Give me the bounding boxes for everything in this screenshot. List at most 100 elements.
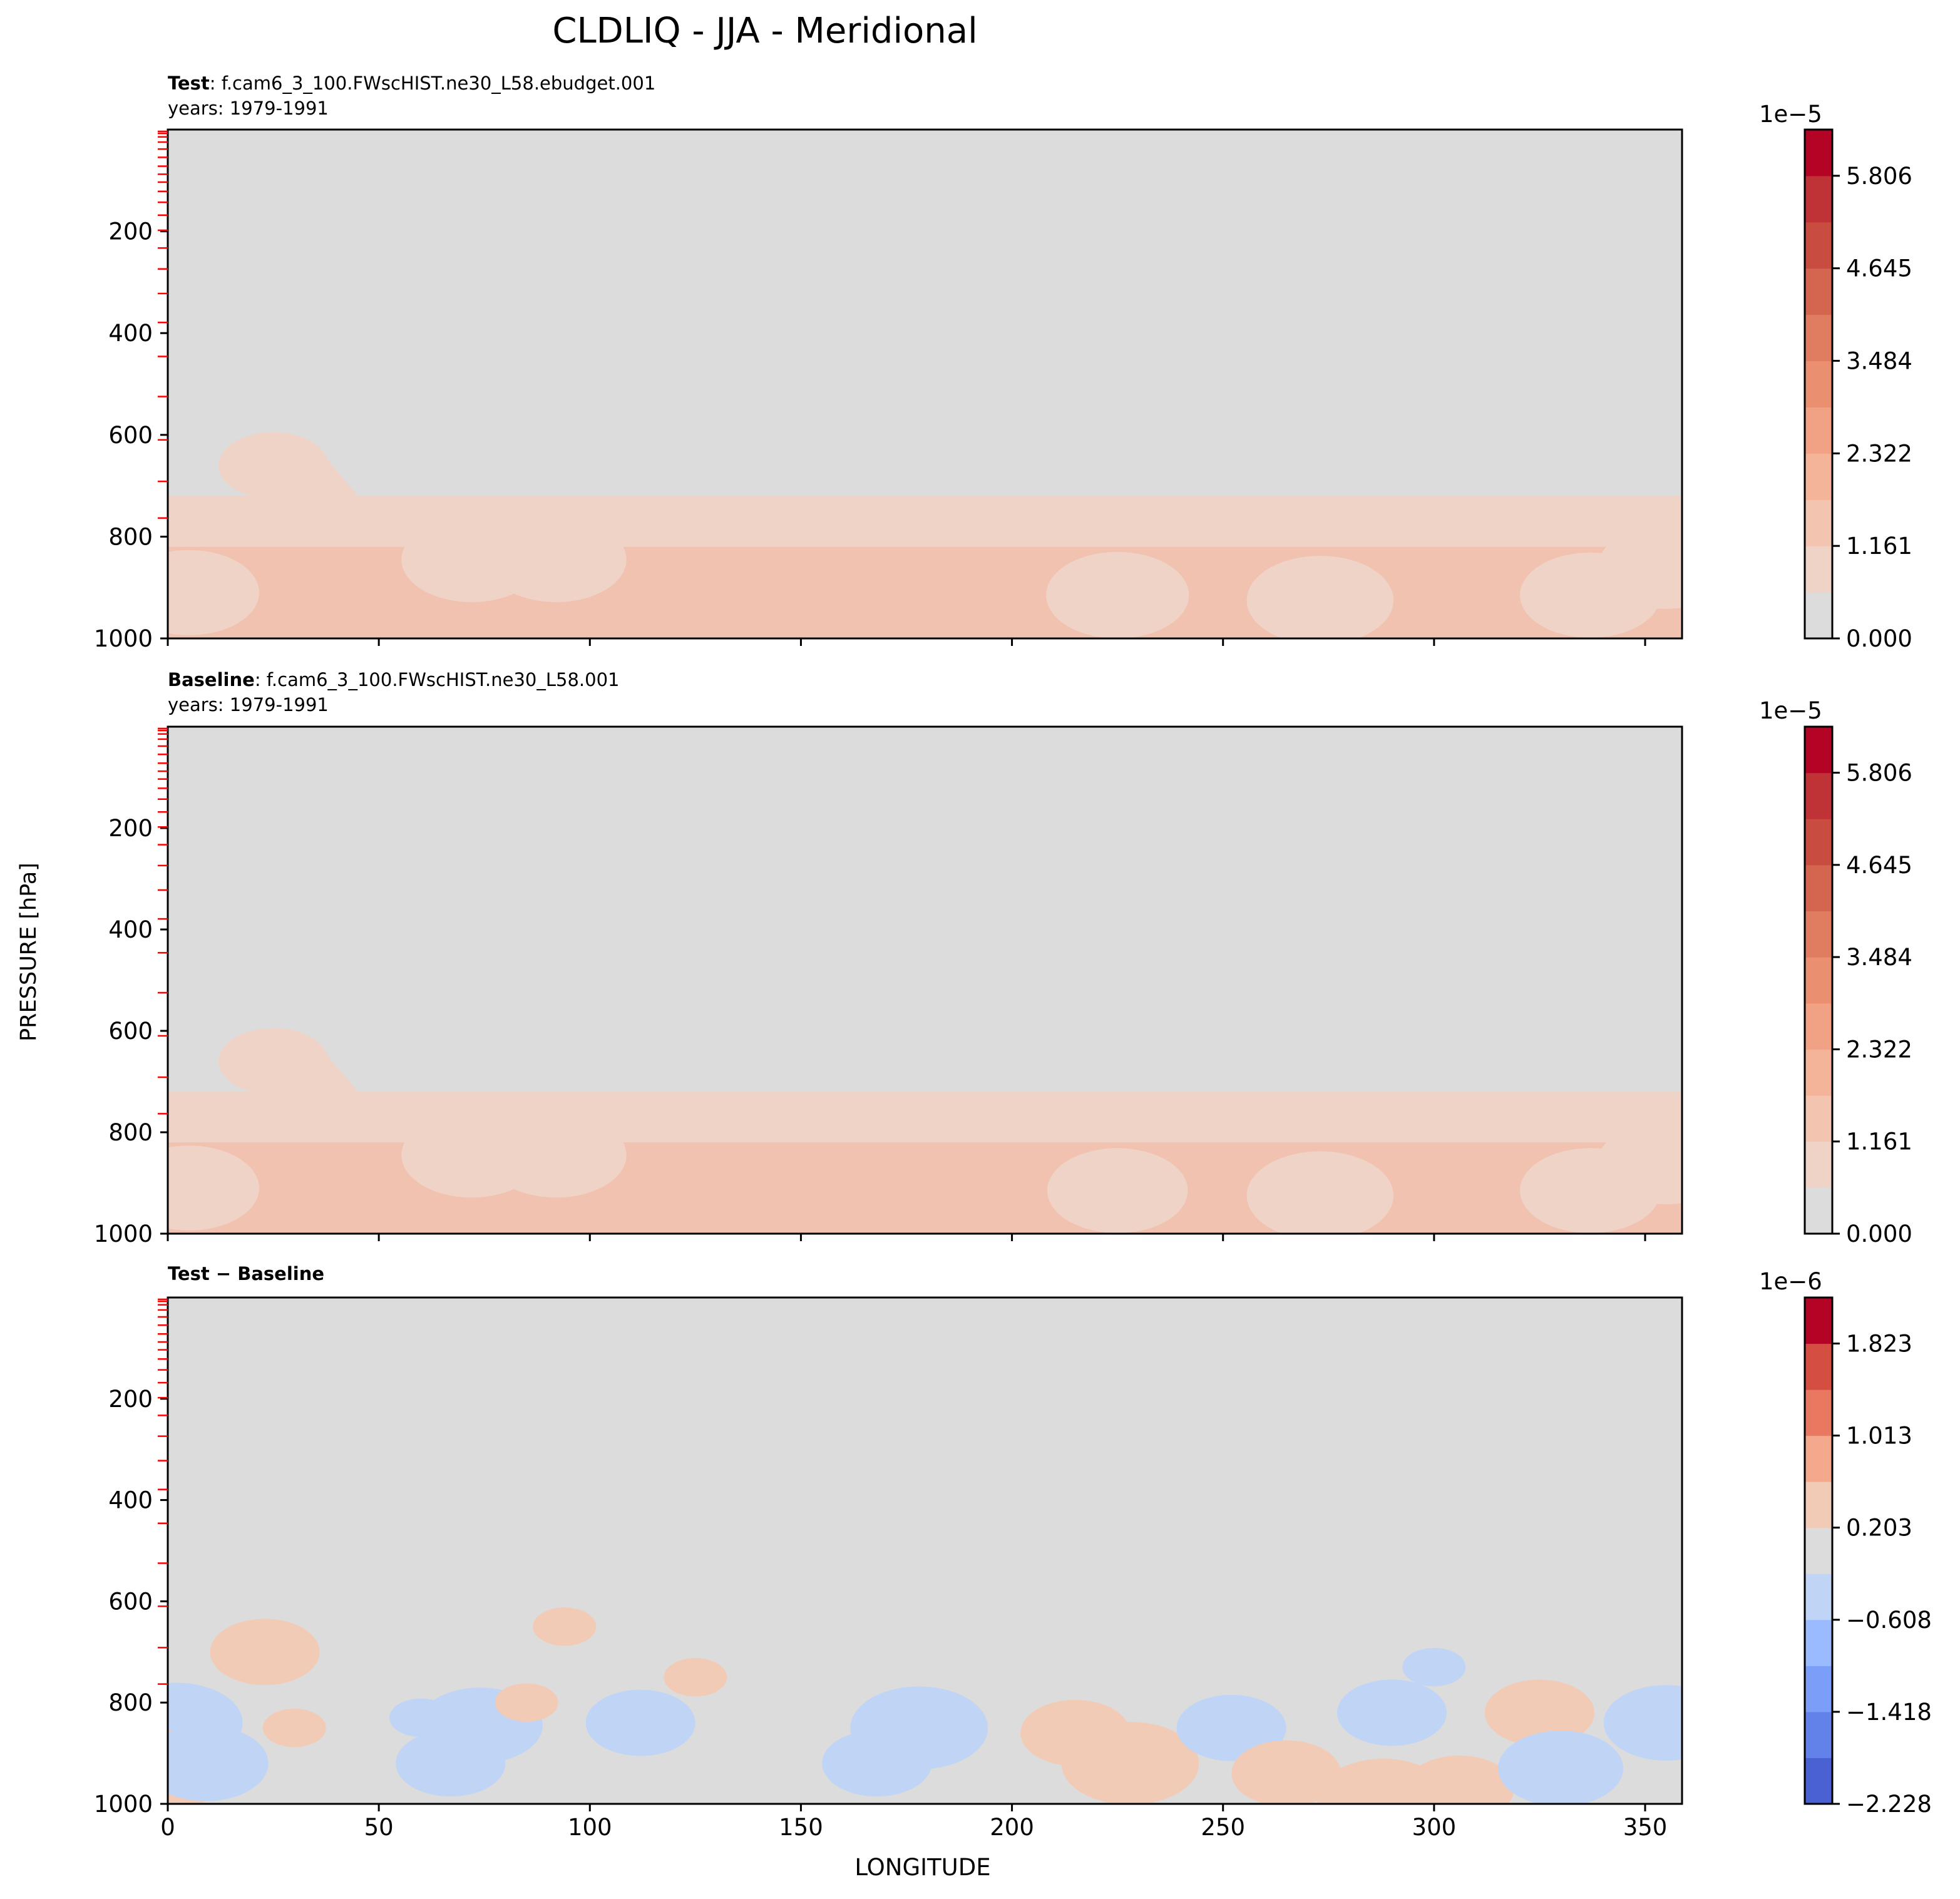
test-colorbar-segment-8 xyxy=(1805,222,1832,269)
test-contour-feature-1-level-1 xyxy=(218,432,329,499)
baseline-colorbar-segment-4 xyxy=(1805,1003,1832,1050)
difference-contour-feature-22-level-1 xyxy=(1484,1679,1595,1746)
test-contour-feature-3-level-1 xyxy=(486,516,627,603)
baseline-colorbar-tick-label-4: 4.645 xyxy=(1846,852,1912,879)
test-colorbar-tick-label-2: 2.322 xyxy=(1846,440,1912,467)
test-colorbar-segment-4 xyxy=(1805,407,1832,454)
test-ytick-label-400: 400 xyxy=(108,320,153,347)
panel-difference-colorbar-exponent: 1e−6 xyxy=(1759,1268,1822,1295)
test-contour-feature-4-level-1 xyxy=(1046,551,1189,638)
figure-title: CLDLIQ - JJA - Meridional xyxy=(552,11,977,51)
difference-contour-feature-24-level-1 xyxy=(1603,1685,1682,1761)
shared-y-label: PRESSURE [hPa] xyxy=(16,862,41,1042)
panel-test-title-rest: : f.cam6_3_100.FWscHIST.ne30_L58.ebudget… xyxy=(210,73,656,94)
difference-contour-feature-16-level-1 xyxy=(1176,1694,1286,1761)
panel-test-colorbar-exponent: 1e−5 xyxy=(1759,101,1822,128)
difference-contour-feature-19-level-1 xyxy=(1337,1679,1447,1746)
difference-xtick-label-50: 50 xyxy=(364,1814,394,1841)
panel-test-title-bold: Test xyxy=(168,73,210,94)
difference-colorbar-tick-label-4: 1.013 xyxy=(1846,1423,1912,1450)
difference-contour-feature-11-level-1 xyxy=(664,1658,727,1697)
test-colorbar-segment-10 xyxy=(1805,130,1832,177)
panel-difference-plot xyxy=(168,1298,1682,1804)
difference-contour-feature-21-level-1 xyxy=(1404,1755,1514,1804)
panel-baseline-colorbar xyxy=(1805,727,1832,1234)
test-colorbar-segment-5 xyxy=(1805,361,1832,407)
difference-contour-feature-23-level-1 xyxy=(1498,1731,1624,1804)
panel-baseline-title-rest: : f.cam6_3_100.FWscHIST.ne30_L58.001 xyxy=(255,669,620,690)
difference-colorbar-tick-label-0: −2.228 xyxy=(1846,1791,1932,1818)
test-colorbar-tick-label-3: 3.484 xyxy=(1846,347,1912,374)
panel-difference-title: Test − Baseline xyxy=(168,1263,324,1284)
panel-baseline-axes: 200 400 600 800 1000 xyxy=(94,727,1646,1247)
test-colorbar-segment-9 xyxy=(1805,175,1832,223)
panel-baseline-colorbar-ticks: 0.000 1.161 2.322 3.484 4.645 5.806 xyxy=(1832,760,1912,1247)
difference-ytick-label-1000: 1000 xyxy=(94,1791,153,1818)
panel-test: Test: f.cam6_3_100.FWscHIST.ne30_L58.ebu… xyxy=(94,73,1912,652)
difference-colorbar-segment-2 xyxy=(1805,1666,1832,1712)
test-colorbar-segment-7 xyxy=(1805,268,1832,315)
panel-baseline-colorbar-frame xyxy=(1804,725,1834,1235)
difference-colorbar-tick-label-2: −0.608 xyxy=(1846,1607,1932,1634)
baseline-ytick-label-200: 200 xyxy=(108,815,153,842)
baseline-colorbar-segment-7 xyxy=(1805,864,1832,912)
baseline-colorbar-segment-6 xyxy=(1805,911,1832,958)
x-axis-label: LONGITUDE xyxy=(854,1854,990,1881)
difference-xtick-label-150: 150 xyxy=(779,1814,823,1841)
baseline-colorbar-tick-label-5: 5.806 xyxy=(1846,760,1912,787)
panel-test-plot xyxy=(168,130,1682,638)
baseline-colorbar-tick-label-2: 2.322 xyxy=(1846,1036,1912,1063)
baseline-colorbar-tick-label-3: 3.484 xyxy=(1846,944,1912,971)
difference-colorbar-segment-4 xyxy=(1805,1574,1832,1620)
difference-colorbar-tick-label-1: −1.418 xyxy=(1846,1699,1932,1726)
difference-colorbar-segment-10 xyxy=(1805,1298,1832,1344)
test-colorbar-tick-label-5: 5.806 xyxy=(1846,163,1912,190)
baseline-cloud-band-core xyxy=(168,1142,1682,1234)
baseline-ytick-label-400: 400 xyxy=(108,916,153,943)
baseline-ytick-label-600: 600 xyxy=(108,1018,153,1045)
difference-contour-feature-9-level-1 xyxy=(533,1607,597,1646)
baseline-contour-feature-3-level-1 xyxy=(486,1112,627,1198)
panel-difference-colorbar-frame xyxy=(1804,1296,1834,1805)
panel-baseline-colorbar-exponent: 1e−5 xyxy=(1759,697,1822,724)
baseline-colorbar-segment-1 xyxy=(1805,1141,1832,1188)
panel-baseline-plot xyxy=(168,727,1682,1234)
test-colorbar-segment-6 xyxy=(1805,314,1832,362)
difference-colorbar-tick-label-3: 0.203 xyxy=(1846,1515,1912,1542)
test-colorbar-segment-2 xyxy=(1805,499,1832,546)
panel-difference-colorbar xyxy=(1805,1298,1832,1804)
panel-baseline-frame xyxy=(167,725,1683,1235)
baseline-colorbar-segment-3 xyxy=(1805,1049,1832,1096)
difference-xtick-label-100: 100 xyxy=(568,1814,612,1841)
panel-baseline: Baseline: f.cam6_3_100.FWscHIST.ne30_L58… xyxy=(94,669,1912,1247)
difference-contour-feature-15-level-1 xyxy=(1061,1722,1199,1804)
test-contour-feature-5-level-1 xyxy=(1246,555,1394,638)
difference-ytick-label-600: 600 xyxy=(108,1588,153,1615)
panel-baseline-years: years: 1979-1991 xyxy=(168,694,329,715)
panel-difference-axes: 200 400 600 800 1000 0 50 100 150 200 250 300 350 xyxy=(94,1298,1667,1841)
difference-colorbar-tick-label-5: 1.823 xyxy=(1846,1331,1912,1358)
panel-difference: Test − Baseline 200 400 600 800 1000 0 50 100 15… xyxy=(94,1263,1932,1841)
baseline-colorbar-tick-label-0: 0.000 xyxy=(1846,1221,1912,1247)
panel-test-years: years: 1979-1991 xyxy=(168,98,329,119)
test-colorbar-tick-label-1: 1.161 xyxy=(1846,533,1912,560)
test-contour-feature-7-level-1 xyxy=(1597,525,1682,609)
panel-test-title: Test: f.cam6_3_100.FWscHIST.ne30_L58.ebu… xyxy=(168,73,655,94)
baseline-colorbar-segment-8 xyxy=(1805,819,1832,866)
test-colorbar-segment-0 xyxy=(1805,592,1832,638)
difference-contour-feature-10-level-1 xyxy=(585,1689,695,1756)
panel-baseline-title: Baseline: f.cam6_3_100.FWscHIST.ne30_L58… xyxy=(168,669,619,690)
difference-contour-feature-7-level-1 xyxy=(396,1730,506,1797)
difference-colorbar-segment-1 xyxy=(1805,1711,1832,1758)
baseline-colorbar-segment-0 xyxy=(1805,1187,1832,1234)
difference-contour-feature-3-level-1 xyxy=(210,1619,320,1686)
difference-contour-feature-4-level-1 xyxy=(262,1708,326,1748)
difference-contour-feature-20-level-1 xyxy=(1402,1647,1466,1687)
difference-contour-feature-8-level-1 xyxy=(495,1683,558,1722)
panel-baseline-title-bold: Baseline xyxy=(168,669,255,690)
difference-ytick-label-200: 200 xyxy=(108,1386,153,1413)
baseline-colorbar-segment-5 xyxy=(1805,957,1832,1004)
baseline-ytick-label-800: 800 xyxy=(108,1119,153,1146)
baseline-contour-feature-0-level-1 xyxy=(168,1145,259,1231)
test-colorbar-segment-3 xyxy=(1805,453,1832,500)
